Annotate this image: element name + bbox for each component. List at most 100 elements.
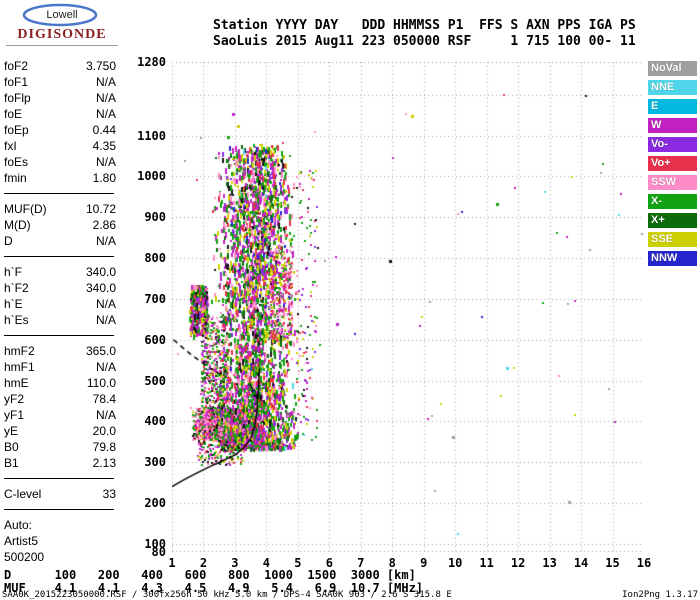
x-axis-labels: 1 2 3 4 5 6 7 8 9 10 11 12 13 14 15 16 xyxy=(168,556,652,570)
parameter-panel: foF2 3.750 foF1 N/A foFlp N/A foE N/A foEp 0.44 fx… xyxy=(4,58,116,565)
x-tick-11: 11 xyxy=(479,556,494,570)
param-value: 1.80 xyxy=(92,171,116,185)
legend-item-nne: NNE xyxy=(648,80,697,95)
legend-item-e: E xyxy=(648,99,697,114)
x-tick-4: 4 xyxy=(262,556,270,570)
logo-lowell-wrap: Lowell xyxy=(6,3,118,27)
param-label: D xyxy=(4,234,13,248)
panel-divider xyxy=(4,509,114,510)
param-value: 340.0 xyxy=(85,265,116,279)
param-label: MUF(D) xyxy=(4,202,47,216)
param-row-hes: h`Es N/A xyxy=(4,312,116,328)
param-value: 365.0 xyxy=(85,344,116,358)
x-tick-2: 2 xyxy=(199,556,208,570)
param-value: 340.0 xyxy=(85,281,116,295)
param-label: B0 xyxy=(4,440,19,454)
param-label: h`F2 xyxy=(4,281,29,295)
param-value: 20.0 xyxy=(92,424,116,438)
param-label: foF1 xyxy=(4,75,29,89)
param-label: C-level xyxy=(4,487,42,501)
param-row-hf2: h`F2 340.0 xyxy=(4,280,116,296)
y-tick-80: 80 xyxy=(151,545,166,559)
param-row-b1: B1 2.13 xyxy=(4,455,116,471)
param-row-fof1: foF1 N/A xyxy=(4,74,116,90)
header-line1: Station YYYY DAY DDD HHMMSS P1 FFS S AXN… xyxy=(213,18,636,33)
param-value: 33 xyxy=(102,487,116,501)
x-tick-6: 6 xyxy=(325,556,333,570)
param-row-artist5: Artist5 xyxy=(4,533,116,549)
param-value: 0.44 xyxy=(92,123,116,137)
panel-divider xyxy=(4,478,114,479)
legend-item-ssw: SSW xyxy=(648,175,697,190)
x-tick-3: 3 xyxy=(231,556,239,570)
param-label: fmin xyxy=(4,171,27,185)
param-row-md: M(D) 2.86 xyxy=(4,217,116,233)
y-tick-600: 600 xyxy=(144,332,166,347)
legend-item-vo: Vo- xyxy=(648,137,697,152)
param-value: 10.72 xyxy=(85,202,116,216)
param-value: 3.750 xyxy=(85,59,116,73)
param-row-foe: foE N/A xyxy=(4,106,116,122)
x-tick-10: 10 xyxy=(447,556,463,570)
param-value: N/A xyxy=(95,91,116,105)
x-tick-16: 16 xyxy=(636,556,652,570)
param-row-hf: h`F 340.0 xyxy=(4,264,116,280)
legend-item-x: X- xyxy=(648,194,697,209)
param-label: foEp xyxy=(4,123,29,137)
param-value: 2.86 xyxy=(92,218,116,232)
ionogram-canvas xyxy=(172,62,644,552)
param-value: N/A xyxy=(95,313,116,327)
param-label: yF1 xyxy=(4,408,25,422)
x-tick-7: 7 xyxy=(357,556,365,570)
param-row-hmf2: hmF2 365.0 xyxy=(4,343,116,359)
station-header: Station YYYY DAY DDD HHMMSS P1 FFS S AXN… xyxy=(213,18,636,50)
param-label: B1 xyxy=(4,456,19,470)
param-label: M(D) xyxy=(4,218,31,232)
x-tick-1: 1 xyxy=(168,556,176,570)
x-tick-9: 9 xyxy=(420,556,428,570)
legend-item-sse: SSE xyxy=(648,232,697,247)
param-row-yf1: yF1 N/A xyxy=(4,407,116,423)
param-row-yf2: yF2 78.4 xyxy=(4,391,116,407)
param-value: N/A xyxy=(95,360,116,374)
param-row-he: h`E N/A xyxy=(4,296,116,312)
y-tick-1100: 1100 xyxy=(137,128,166,143)
param-label: foE xyxy=(4,107,23,121)
param-value: N/A xyxy=(95,155,116,169)
param-value: 78.4 xyxy=(92,392,116,406)
y-tick-700: 700 xyxy=(144,291,166,306)
lowell-orbit-icon xyxy=(22,3,98,27)
panel-divider xyxy=(4,256,114,257)
param-row-ye: yE 20.0 xyxy=(4,423,116,439)
y-tick-300: 300 xyxy=(144,455,166,470)
status-bar: SAA0K_2015223050000.RSF / 300fx256h 50 k… xyxy=(2,590,698,600)
param-row-d: D N/A xyxy=(4,233,116,249)
panel-divider xyxy=(4,335,114,336)
y-tick-800: 800 xyxy=(144,251,166,265)
param-row-auto: Auto: xyxy=(4,517,116,533)
panel-divider xyxy=(4,193,114,194)
y-axis-labels: 1280 1100 1000 900 800 700 600 500 400 300 200 100 8… xyxy=(126,55,168,559)
header-line2: SaoLuis 2015 Aug11 223 050000 RSF 1 715 … xyxy=(213,34,636,49)
legend-item-vo: Vo+ xyxy=(648,156,697,171)
param-value: N/A xyxy=(95,297,116,311)
param-value: N/A xyxy=(95,234,116,248)
logo-lowell-text: Lowell xyxy=(46,9,78,21)
param-row-foes: foEs N/A xyxy=(4,154,116,170)
x-tick-15: 15 xyxy=(605,556,620,570)
param-label: hmE xyxy=(4,376,29,390)
param-label: yF2 xyxy=(4,392,25,406)
y-tick-1280: 1280 xyxy=(137,55,166,69)
x-tick-5: 5 xyxy=(294,556,302,570)
param-value: N/A xyxy=(95,107,116,121)
y-tick-200: 200 xyxy=(144,496,166,510)
lowell-digisonde-logo: Lowell DIGISONDE xyxy=(6,3,118,46)
param-label: yE xyxy=(4,424,19,438)
muf-distance-table: D 100 200 400 600 800 1000 1500 3000 [km… xyxy=(4,569,423,595)
echo-direction-legend: NoVal NNE E W Vo- Vo+ SSW X- X+ SSE NNW xyxy=(648,61,698,270)
status-file-info: SAA0K_2015223050000.RSF / 300fx256h 50 k… xyxy=(2,590,452,600)
param-label: 500200 xyxy=(4,550,45,564)
y-tick-400: 400 xyxy=(144,414,166,429)
param-row-mufd: MUF(D) 10.72 xyxy=(4,201,116,217)
param-value: 110.0 xyxy=(86,376,116,390)
